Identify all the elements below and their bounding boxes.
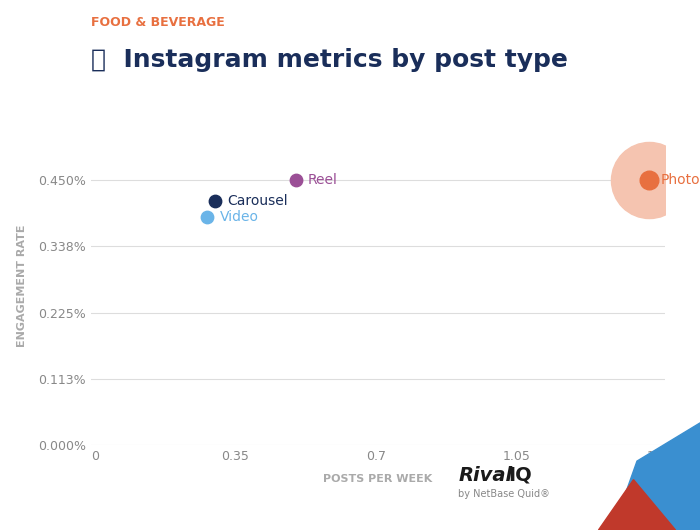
Text: Rival: Rival	[458, 466, 512, 485]
Point	[202, 213, 213, 221]
Point	[643, 176, 655, 184]
Point	[643, 176, 655, 184]
Text: IQ: IQ	[508, 466, 532, 485]
Text: Carousel: Carousel	[228, 194, 288, 208]
X-axis label: POSTS PER WEEK: POSTS PER WEEK	[323, 474, 433, 484]
Text: Photo: Photo	[661, 173, 700, 187]
Text: ⓘ  Instagram metrics by post type: ⓘ Instagram metrics by post type	[91, 48, 568, 72]
Text: Reel: Reel	[308, 173, 337, 187]
Point	[290, 176, 301, 184]
Text: by NetBase Quid®: by NetBase Quid®	[458, 489, 550, 499]
Text: Video: Video	[219, 210, 258, 224]
Text: FOOD & BEVERAGE: FOOD & BEVERAGE	[91, 16, 225, 29]
Y-axis label: ENGAGEMENT RATE: ENGAGEMENT RATE	[17, 225, 27, 348]
Point	[210, 197, 221, 205]
